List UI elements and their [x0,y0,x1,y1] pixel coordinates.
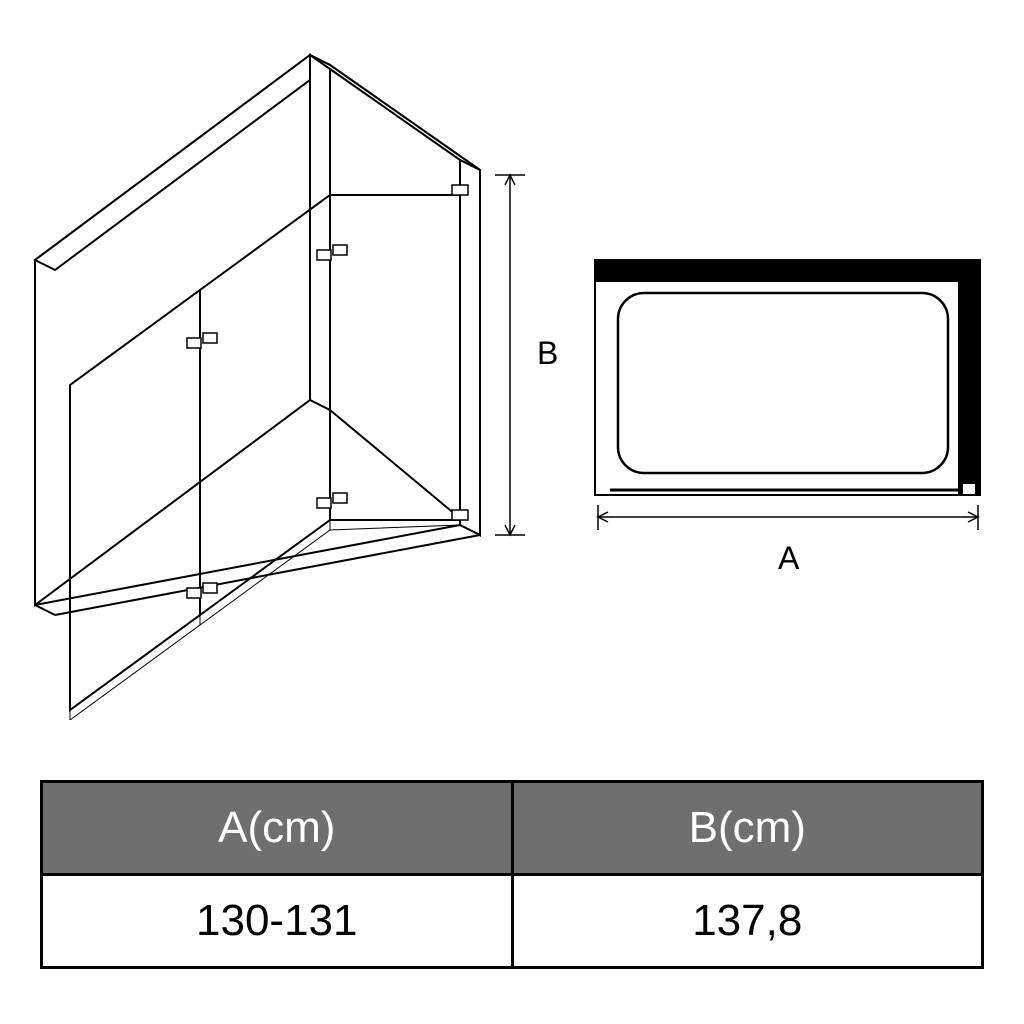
dim-b-label: B [537,335,558,372]
plan-view [590,255,1000,565]
col-b-value: 137,8 [512,875,983,968]
dimensions-table: A(cm) B(cm) 130-131 137,8 [40,780,984,969]
col-a-value: 130-131 [42,875,513,968]
col-a-header: A(cm) [42,782,513,875]
col-b-header: B(cm) [512,782,983,875]
isometric-view [0,20,580,720]
dim-a-label: A [778,540,799,577]
